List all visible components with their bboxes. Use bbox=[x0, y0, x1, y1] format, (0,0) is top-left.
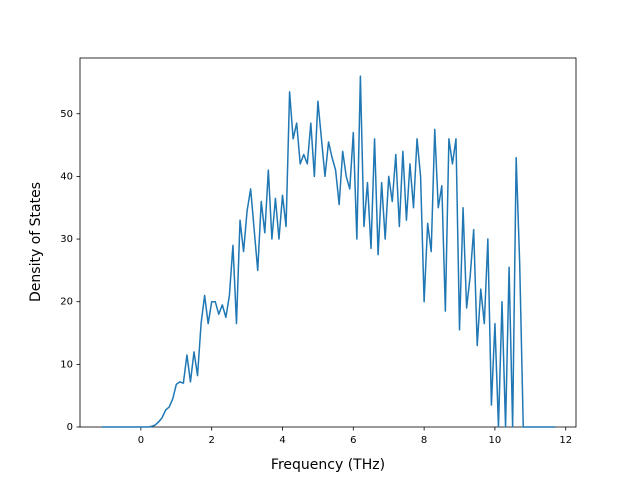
x-tick-label: 6 bbox=[350, 435, 356, 446]
x-tick-label: 10 bbox=[489, 435, 502, 446]
x-tick-label: 0 bbox=[138, 435, 144, 446]
y-tick-label: 10 bbox=[60, 359, 73, 370]
y-tick-label: 50 bbox=[60, 109, 73, 120]
y-tick-label: 40 bbox=[60, 171, 73, 182]
axes-frame bbox=[79, 57, 577, 428]
y-tick-label: 20 bbox=[60, 297, 73, 308]
y-tick-label: 0 bbox=[67, 422, 73, 433]
x-axis-label: Frequency (THz) bbox=[271, 457, 385, 473]
data-line bbox=[101, 75, 556, 428]
y-tick-label: 30 bbox=[60, 234, 73, 245]
y-axis-label: Density of States bbox=[28, 182, 44, 302]
x-tick-label: 12 bbox=[559, 435, 572, 446]
x-tick-label: 8 bbox=[421, 435, 427, 446]
x-tick-label: 4 bbox=[279, 435, 285, 446]
x-tick-label: 2 bbox=[209, 435, 215, 446]
